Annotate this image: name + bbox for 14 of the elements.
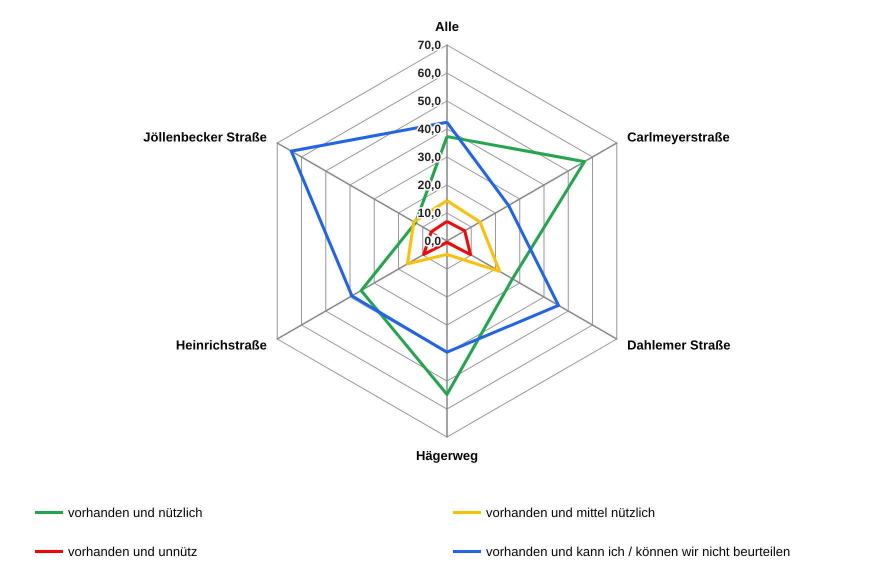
spoke-label: Hägerweg xyxy=(416,448,478,463)
legend-label: vorhanden und nützlich xyxy=(68,505,202,520)
spoke-label: Heinrichstraße xyxy=(176,338,267,352)
spoke-label: Jöllenbecker Straße xyxy=(143,130,267,144)
y-tick-label: 70,0 xyxy=(418,38,442,52)
y-tick-label: 50,0 xyxy=(418,94,442,108)
spoke-label: Dahlemer Straße xyxy=(627,338,730,352)
legend-label: vorhanden und kann ich / können wir nicht beurteilen xyxy=(486,544,790,559)
spoke-label: Carlmeyerstraße xyxy=(627,130,730,144)
y-tick-label: 40,0 xyxy=(418,122,442,136)
legend-label: vorhanden und mittel nützlich xyxy=(486,505,656,520)
legend-label: vorhanden und unnütz xyxy=(68,544,198,559)
spoke-label: Alle xyxy=(435,19,459,34)
y-tick-label: 60,0 xyxy=(418,66,442,80)
